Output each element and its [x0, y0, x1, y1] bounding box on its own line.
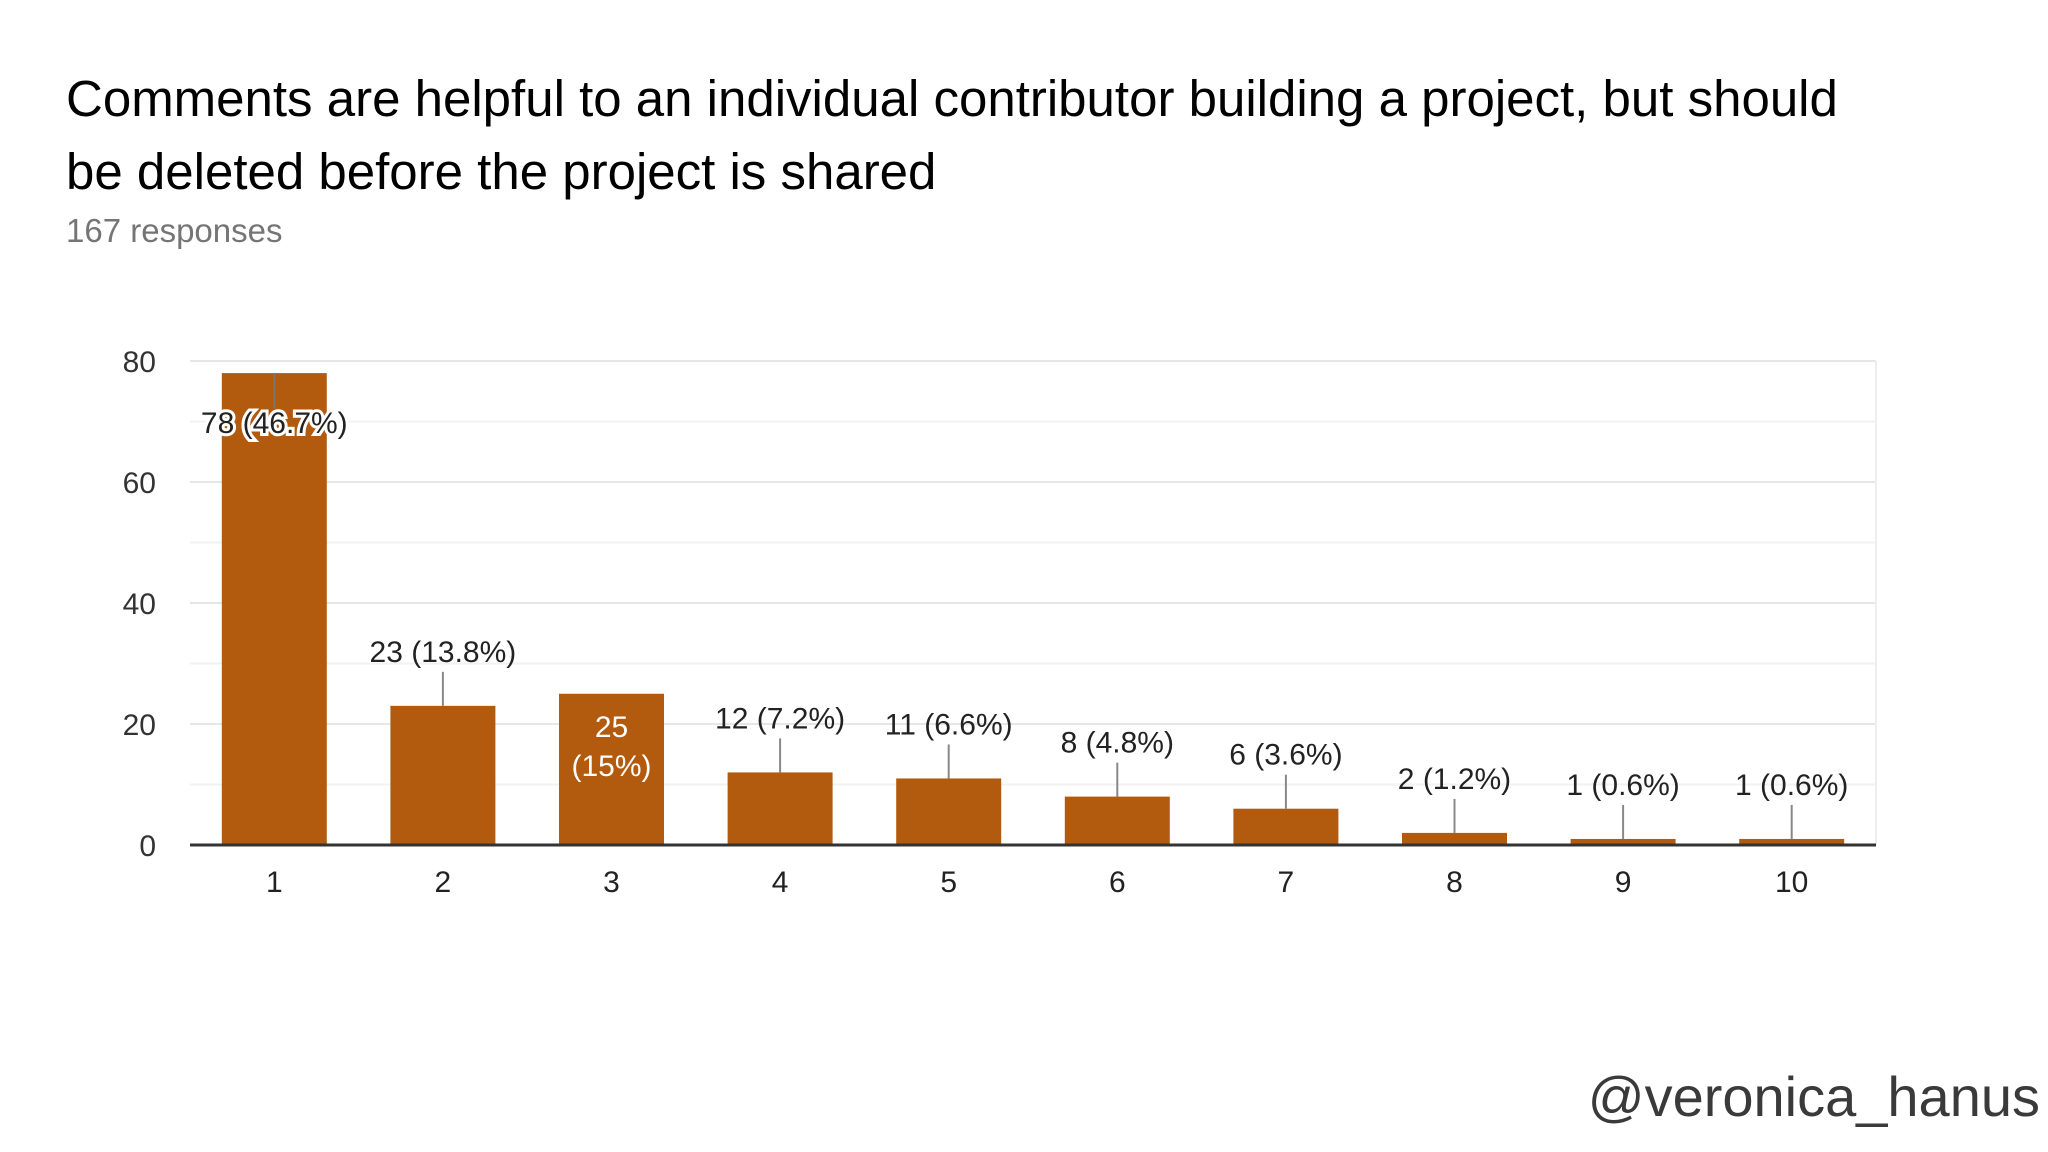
data-label: 6 (3.6%) — [1229, 739, 1342, 772]
data-label: (15%) — [571, 750, 651, 783]
y-tick-label: 60 — [123, 467, 156, 500]
bar — [1739, 838, 1845, 845]
y-tick-label: 80 — [123, 346, 156, 379]
x-tick-label: 1 — [266, 866, 283, 899]
x-tick-label: 5 — [940, 866, 957, 899]
x-tick-label: 3 — [603, 866, 620, 899]
bar — [390, 705, 496, 845]
data-label: 8 (4.8%) — [1061, 727, 1174, 760]
x-tick-label: 8 — [1446, 866, 1463, 899]
y-tick-label: 40 — [123, 588, 156, 621]
data-label: 11 (6.6%) — [885, 708, 1013, 741]
data-label: 25 — [595, 711, 628, 744]
bar — [1570, 838, 1676, 845]
bar — [559, 693, 664, 845]
bar — [727, 772, 833, 845]
bar — [1233, 808, 1339, 845]
chart-title: Comments are helpful to an individual co… — [66, 70, 1838, 200]
data-label: 1 (0.6%) — [1735, 769, 1848, 802]
data-label: 78 (46.7%) — [201, 407, 348, 440]
x-tick-label: 4 — [772, 866, 789, 899]
y-tick-label: 0 — [139, 830, 156, 863]
y-tick-label: 20 — [123, 709, 156, 742]
data-label: 12 (7.2%) — [715, 702, 845, 735]
x-tick-label: 6 — [1109, 866, 1126, 899]
x-tick-label: 9 — [1615, 866, 1632, 899]
x-tick-label: 10 — [1775, 866, 1808, 899]
bar — [1064, 796, 1170, 845]
response-count: 167 responses — [66, 212, 283, 249]
bar — [221, 373, 327, 845]
bar — [1402, 832, 1507, 845]
bar — [896, 778, 1002, 845]
x-tick-label: 7 — [1278, 866, 1295, 899]
data-label: 1 (0.6%) — [1566, 769, 1679, 802]
watermark-handle: @veronica_hanus — [1587, 1065, 2040, 1128]
data-label: 23 (13.8%) — [370, 636, 517, 669]
data-label: 2 (1.2%) — [1398, 763, 1511, 796]
x-tick-label: 2 — [435, 866, 452, 899]
